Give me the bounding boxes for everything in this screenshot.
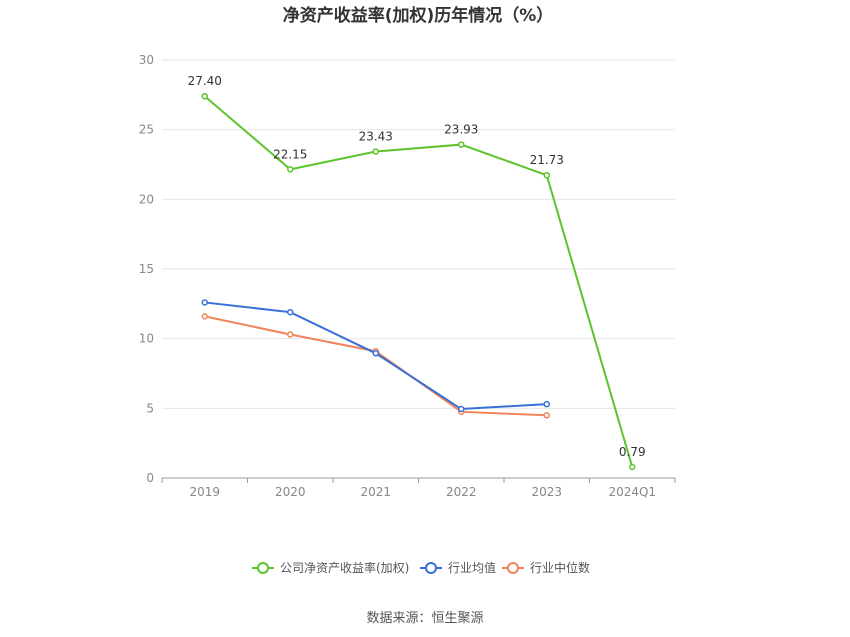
- data-point: [372, 148, 379, 155]
- data-point: [543, 171, 550, 179]
- data-labels: 27.40 22.15 23.43 23.93 21.73 0.79: [188, 74, 646, 459]
- x-tick-label: 2024Q1: [608, 485, 656, 499]
- x-tick-label: 2021: [360, 485, 391, 499]
- data-point: [458, 405, 465, 413]
- data-label: 27.40: [188, 74, 222, 88]
- legend-label: 行业中位数: [530, 560, 590, 575]
- data-label: 22.15: [273, 147, 307, 161]
- y-tick-label: 25: [139, 123, 154, 137]
- series-line: [204, 315, 547, 417]
- data-point: [201, 92, 208, 100]
- data-point: [543, 400, 550, 408]
- legend-label: 行业均值: [448, 560, 496, 575]
- source-text: 数据来源：恒生聚源: [366, 611, 483, 626]
- x-tick-label: 2020: [275, 485, 306, 499]
- x-tick-label: 2023: [531, 485, 562, 499]
- legend-item[interactable]: 行业均值: [420, 560, 496, 575]
- legend-item[interactable]: 公司净资产收益率(加权): [252, 560, 409, 575]
- data-point: [543, 412, 550, 419]
- data-point: [287, 308, 294, 316]
- data-point: [372, 350, 379, 357]
- legend[interactable]: 公司净资产收益率(加权) 行业均值 行业中位数: [252, 560, 590, 575]
- grid: [162, 59, 675, 409]
- data-label: 23.43: [359, 130, 393, 144]
- y-tick-label: 10: [139, 332, 154, 346]
- y-tick-label: 30: [139, 53, 154, 67]
- data-point: [629, 463, 636, 471]
- data-point: [287, 331, 294, 338]
- data-point: [287, 166, 294, 173]
- y-tick-label: 15: [139, 262, 154, 276]
- x-axis: 2019 2020 2021 2022 2023 2024Q1: [161, 477, 676, 499]
- data-point: [458, 141, 465, 148]
- legend-marker: [425, 562, 437, 574]
- chart-title: 净资产收益率(加权)历年情况（%）: [283, 5, 554, 26]
- series-group: [201, 92, 636, 471]
- data-point: [201, 313, 208, 320]
- data-label: 0.79: [619, 445, 646, 459]
- y-tick-label: 5: [146, 401, 154, 415]
- y-axis: 0 5 10 15 20 25 30: [139, 53, 154, 485]
- legend-marker: [257, 562, 269, 574]
- x-tick-label: 2019: [189, 485, 220, 499]
- y-tick-label: 0: [146, 471, 154, 485]
- legend-marker: [507, 562, 519, 574]
- x-tick-label: 2022: [446, 485, 477, 499]
- legend-label: 公司净资产收益率(加权): [280, 560, 409, 575]
- data-point: [201, 299, 208, 306]
- y-tick-label: 20: [139, 192, 154, 206]
- data-label: 23.93: [444, 123, 478, 137]
- series-line: [204, 95, 634, 468]
- legend-item[interactable]: 行业中位数: [502, 560, 590, 575]
- data-label: 21.73: [530, 153, 564, 167]
